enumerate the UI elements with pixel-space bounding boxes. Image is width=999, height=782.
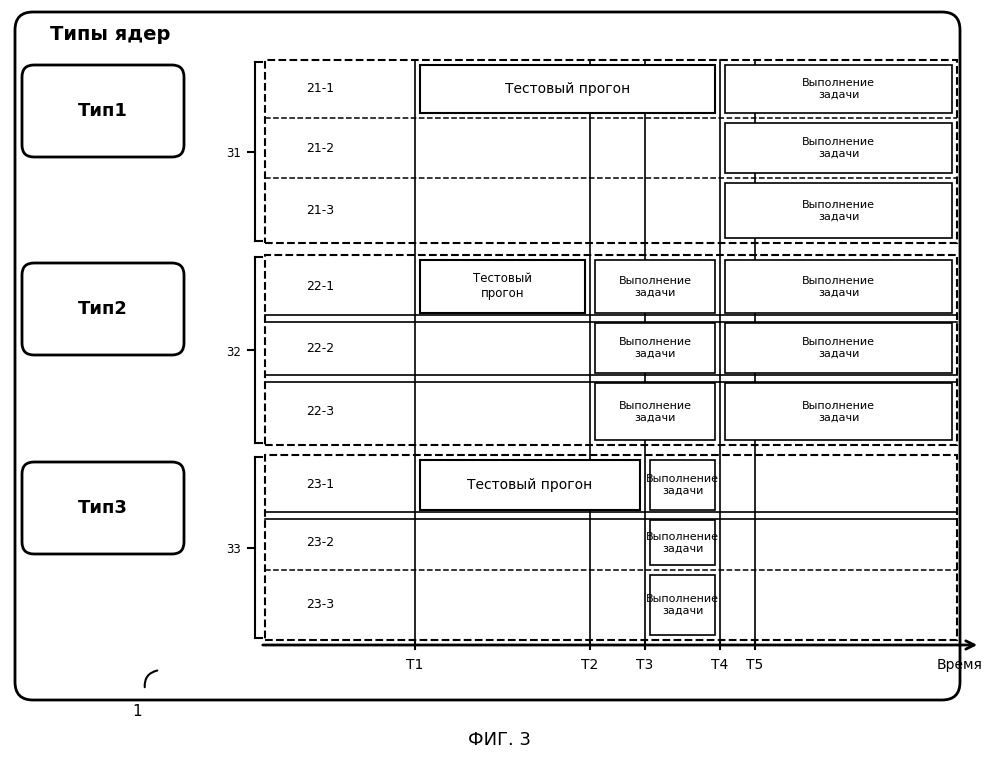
- Text: Выполнение
задачи: Выполнение задачи: [646, 594, 719, 615]
- Text: Выполнение
задачи: Выполнение задачи: [802, 199, 875, 221]
- Bar: [650, 575, 715, 635]
- Bar: [420, 65, 715, 113]
- Text: T1: T1: [407, 658, 424, 672]
- Bar: [650, 520, 715, 565]
- Bar: [265, 255, 957, 445]
- Text: Тестовый
прогон: Тестовый прогон: [473, 272, 532, 300]
- Text: T3: T3: [636, 658, 653, 672]
- Bar: [725, 65, 952, 113]
- Bar: [595, 383, 715, 440]
- Bar: [595, 323, 715, 373]
- FancyBboxPatch shape: [22, 462, 184, 554]
- Text: T4: T4: [711, 658, 728, 672]
- Text: 21-1: 21-1: [306, 82, 334, 95]
- FancyBboxPatch shape: [22, 263, 184, 355]
- Text: 22-3: 22-3: [306, 405, 334, 418]
- Bar: [725, 183, 952, 238]
- Text: Выполнение
задачи: Выполнение задачи: [802, 137, 875, 159]
- Text: 22-2: 22-2: [306, 342, 334, 354]
- Bar: [420, 460, 640, 510]
- Text: Тип1: Тип1: [78, 102, 128, 120]
- Text: Выполнение
задачи: Выполнение задачи: [618, 400, 691, 422]
- Text: ФИГ. 3: ФИГ. 3: [468, 731, 531, 749]
- Text: 23-1: 23-1: [306, 479, 334, 492]
- Bar: [725, 383, 952, 440]
- Text: Типы ядер: Типы ядер: [50, 26, 170, 45]
- Bar: [725, 123, 952, 173]
- Bar: [650, 460, 715, 510]
- FancyBboxPatch shape: [22, 65, 184, 157]
- Text: 23-2: 23-2: [306, 536, 334, 549]
- Text: Тип3: Тип3: [78, 499, 128, 517]
- FancyBboxPatch shape: [15, 12, 960, 700]
- Text: 21-3: 21-3: [306, 204, 334, 217]
- Text: 33: 33: [226, 543, 241, 556]
- Text: Выполнение
задачи: Выполнение задачи: [618, 337, 691, 359]
- Text: Выполнение
задачи: Выполнение задачи: [618, 276, 691, 297]
- Text: Тестовый прогон: Тестовый прогон: [468, 478, 592, 492]
- Bar: [725, 260, 952, 313]
- Bar: [595, 260, 715, 313]
- Bar: [265, 455, 957, 640]
- Text: 31: 31: [226, 147, 241, 160]
- Text: Выполнение
задачи: Выполнение задачи: [646, 532, 719, 554]
- Text: Тип2: Тип2: [78, 300, 128, 318]
- Text: Выполнение
задачи: Выполнение задачи: [802, 400, 875, 422]
- Bar: [725, 323, 952, 373]
- Text: 23-3: 23-3: [306, 598, 334, 612]
- Text: 1: 1: [132, 705, 142, 719]
- Text: T2: T2: [581, 658, 598, 672]
- Text: Выполнение
задачи: Выполнение задачи: [802, 337, 875, 359]
- Text: Выполнение
задачи: Выполнение задачи: [802, 78, 875, 100]
- Bar: [420, 260, 585, 313]
- Text: Выполнение
задачи: Выполнение задачи: [646, 474, 719, 496]
- Text: Выполнение
задачи: Выполнение задачи: [802, 276, 875, 297]
- Text: T5: T5: [746, 658, 763, 672]
- Text: 22-1: 22-1: [306, 280, 334, 293]
- Text: 32: 32: [226, 346, 241, 358]
- Text: 21-2: 21-2: [306, 142, 334, 155]
- Bar: [265, 60, 957, 243]
- Text: Время: Время: [937, 658, 983, 672]
- Text: Тестовый прогон: Тестовый прогон: [504, 82, 630, 96]
